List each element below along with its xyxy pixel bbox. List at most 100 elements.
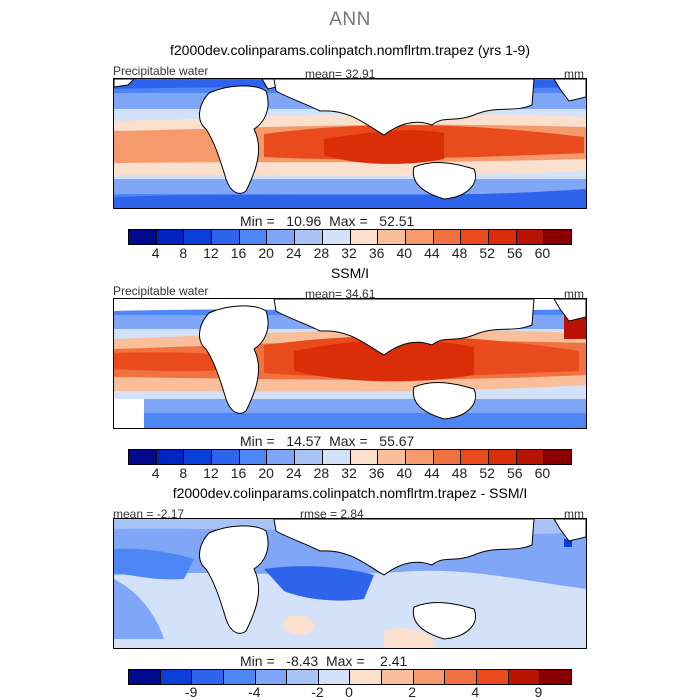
swatch <box>295 450 323 464</box>
swatch <box>184 230 213 244</box>
colorbar-tick-label: -9 <box>184 684 198 700</box>
swatch <box>378 450 406 464</box>
colorbar-1-ticks: 4 8 12 16 20 24 28 32 36 40 44 48 52 56 60 <box>128 245 570 261</box>
colorbar-1 <box>128 229 572 245</box>
panel-model-minmax: Min = 10.96 Max = 52.51 <box>240 213 415 229</box>
panel-obs-map <box>113 298 587 429</box>
swatch <box>508 670 541 684</box>
swatch <box>516 230 545 244</box>
panel-model-field-label: Precipitable water <box>113 64 209 78</box>
swatch <box>192 670 224 684</box>
panel-obs-minmax: Min = 14.57 Max = 55.67 <box>240 433 415 449</box>
swatch <box>239 450 268 464</box>
swatch <box>433 450 462 464</box>
page-title: ANN <box>329 9 371 30</box>
panel-model-units: mm <box>564 67 584 81</box>
colorbar-tick-label: 20 <box>258 245 274 261</box>
swatch <box>382 670 414 684</box>
colorbar-tick-label: 44 <box>424 245 440 261</box>
colorbar-3-ticks: -9 -4 -2 0 2 4 9 <box>128 684 570 700</box>
panel-obs-field-label: Precipitable water <box>113 284 209 298</box>
colorbar-tick-label: 48 <box>451 245 468 261</box>
colorbar-tick-label: 12 <box>203 245 219 261</box>
colorbar-tick-label: 12 <box>203 465 219 481</box>
swatch <box>129 670 161 684</box>
colorbar-tick-label: 9 <box>534 684 543 700</box>
colorbar-3 <box>128 669 572 685</box>
panel-obs-title: SSM/I <box>330 265 370 281</box>
swatch <box>267 230 296 244</box>
colorbar-tick-label: 2 <box>408 684 417 700</box>
panel-obs-mean: mean= 34.61 <box>305 287 376 301</box>
swatch <box>488 230 517 244</box>
swatch <box>212 450 240 464</box>
swatch <box>544 450 571 464</box>
colorbar-tick-label: 36 <box>368 465 385 481</box>
colorbar-tick-label: 28 <box>313 245 330 261</box>
colorbar-tick-label: 0 <box>345 684 353 700</box>
panel-obs-units: mm <box>564 287 584 301</box>
colorbar-tick-label: 8 <box>179 245 188 261</box>
panel-model-map <box>113 78 587 209</box>
colorbar-tick-label: 60 <box>534 245 551 261</box>
colorbar-tick-label: 20 <box>258 465 274 481</box>
panel-diff-map <box>113 518 587 649</box>
swatch <box>488 450 517 464</box>
swatch <box>287 670 319 684</box>
swatch <box>540 670 571 684</box>
panel-diff-mean: mean = -2.17 <box>113 507 185 521</box>
colorbar-tick-label: 56 <box>506 245 523 261</box>
swatch <box>378 230 406 244</box>
colorbar-tick-label: 8 <box>179 465 188 481</box>
swatch <box>350 450 379 464</box>
swatch <box>350 670 383 684</box>
swatch <box>405 230 434 244</box>
colorbar-tick-label: 24 <box>285 245 302 261</box>
swatch <box>405 450 434 464</box>
panel-diff-title: f2000dev.colinparams.colinpatch.nomflrtm… <box>172 485 528 501</box>
colorbar-tick-label: 56 <box>506 465 523 481</box>
colorbar-tick-label: 52 <box>479 245 495 261</box>
swatch <box>129 450 157 464</box>
swatch <box>318 670 351 684</box>
swatch <box>223 670 256 684</box>
colorbar-tick-label: 52 <box>479 465 495 481</box>
colorbar-tick-label: 36 <box>368 245 385 261</box>
swatch <box>156 230 185 244</box>
colorbar-tick-label: 4 <box>151 245 160 261</box>
swatch <box>477 670 509 684</box>
swatch <box>544 230 571 244</box>
colorbar-tick-label: 28 <box>313 465 330 481</box>
swatch <box>445 670 478 684</box>
swatch <box>184 450 213 464</box>
colorbar-tick-label: 4 <box>151 465 160 481</box>
swatch <box>461 450 489 464</box>
colorbar-tick-label: -2 <box>311 684 324 700</box>
swatch <box>322 450 351 464</box>
colorbar-tick-label: 32 <box>341 465 357 481</box>
swatch <box>239 230 268 244</box>
panel-diff-rmse: rmse = 2.84 <box>300 507 364 521</box>
swatch <box>255 670 288 684</box>
swatch <box>267 450 296 464</box>
colorbar-tick-label: 24 <box>285 465 302 481</box>
swatch <box>129 230 157 244</box>
panel-model-mean: mean= 32.91 <box>305 67 376 81</box>
swatch <box>156 450 185 464</box>
swatch <box>516 450 545 464</box>
swatch <box>350 230 379 244</box>
colorbar-tick-label: 48 <box>451 465 468 481</box>
colorbar-2-ticks: 4 8 12 16 20 24 28 32 36 40 44 48 52 56 60 <box>128 465 570 481</box>
panel-model-title: f2000dev.colinparams.colinpatch.nomflrtm… <box>169 42 530 58</box>
panel-diff-minmax: Min = -8.43 Max = 2.41 <box>240 653 408 669</box>
swatch <box>461 230 489 244</box>
colorbar-tick-label: 16 <box>230 245 247 261</box>
swatch <box>160 670 193 684</box>
colorbar-tick-label: -4 <box>248 684 261 700</box>
colorbar-tick-label: 16 <box>230 465 247 481</box>
panel-diff-units: mm <box>564 507 584 521</box>
swatch <box>322 230 351 244</box>
colorbar-tick-label: 4 <box>471 684 480 700</box>
colorbar-tick-label: 40 <box>396 465 413 481</box>
colorbar-tick-label: 32 <box>341 245 357 261</box>
